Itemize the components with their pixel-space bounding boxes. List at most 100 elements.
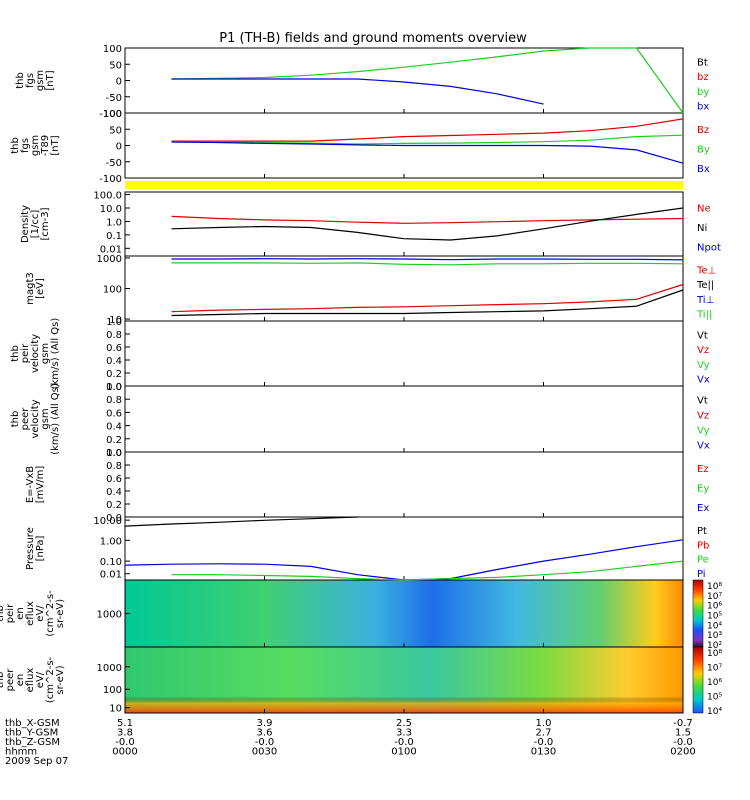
y-tick-label: 0.1	[106, 231, 122, 242]
ylabel-line: eflux	[25, 601, 36, 626]
footer-value: -0.0	[534, 737, 554, 748]
y-tick-label: 10	[109, 704, 122, 715]
y-tick-label: 100	[103, 44, 122, 55]
footer-row-label: thb_X-GSM	[5, 718, 60, 729]
legend-entry: Bt	[697, 57, 708, 68]
footer-row-label: 2009 Sep 07	[5, 756, 68, 767]
ylabel-line: sr-eV)	[55, 599, 66, 628]
footer-value: 2.7	[536, 728, 552, 739]
y-tick-label: 0.0	[106, 382, 122, 393]
series-Bx-line	[171, 141, 684, 164]
data-curves	[124, 47, 684, 581]
ylabel-line: en	[15, 607, 26, 620]
legend-entry: Pi	[697, 569, 706, 580]
footer-value: 0000	[112, 747, 137, 758]
ylabel-line: gsm	[40, 408, 51, 429]
y-tick-label: 1.0	[106, 217, 122, 228]
footer-value: 5.1	[117, 718, 133, 729]
legend-entry: by	[697, 87, 709, 98]
colorbar-tick-label: 10⁷	[707, 664, 722, 674]
ylabel-line: thb	[10, 345, 21, 362]
legend-entry: Ti||	[696, 310, 712, 321]
colorbar-tick-label: 10⁴	[707, 621, 722, 631]
legend-entry: bx	[697, 102, 709, 113]
legend-entry: Pe	[697, 555, 709, 566]
legend-entry: Ne	[697, 204, 711, 215]
legend-entry: Vt	[697, 330, 708, 341]
y-tick-label: 0.8	[106, 461, 122, 472]
ylabel-line: gsm	[40, 343, 51, 364]
y-tick-label: -50	[106, 93, 122, 104]
y-tick-label: 0.4	[106, 356, 122, 367]
ylabel-line: eV/	[35, 605, 46, 622]
colorbar-tick-label: 10⁸	[707, 582, 722, 592]
y-tick-label: -100	[99, 109, 122, 120]
legend-entry: Vz	[697, 411, 709, 422]
ylabel-line: fgs	[25, 73, 36, 88]
legend-entry: Ni	[697, 223, 707, 234]
colorbar-tick-label: 10²	[707, 641, 722, 651]
ylabel-line: thb	[10, 411, 21, 428]
panel-frame	[124, 385, 684, 453]
y-tick-label: 100.0	[93, 191, 122, 202]
ylabel-line: eflux	[25, 668, 36, 693]
footer-value: 1.0	[536, 718, 552, 729]
plot-title: P1 (TH-B) fields and ground moments over…	[219, 31, 527, 46]
ylabel-line: [nT]	[50, 135, 61, 155]
legend-entry: Vy	[697, 360, 710, 371]
y-tick-label: 0.4	[106, 487, 122, 498]
y-tick-label: -50	[106, 158, 122, 169]
ylabel-line: peer	[5, 668, 16, 692]
ylabel-line: (cm^2-s-	[45, 590, 56, 637]
ylabel-line: gsm	[30, 135, 41, 156]
y-tick-label: 50	[109, 60, 122, 71]
legend-entry: bz	[697, 72, 709, 83]
legend-entry: Vy	[697, 426, 710, 437]
footer-value: 3.9	[257, 718, 273, 729]
ylabel-line: (km/s) (All Qs)	[50, 383, 61, 455]
panel-frames	[124, 47, 684, 714]
colorbar-tick-label: 10⁵	[707, 612, 722, 622]
legend-entry: Vz	[697, 345, 709, 356]
y-tick-label: 0.2	[106, 435, 122, 446]
ylabel-line: eV/	[35, 671, 46, 688]
legend-entry: Bx	[697, 164, 710, 175]
ylabel-line: peer	[20, 407, 31, 431]
y-tick-label: 0.01	[100, 244, 122, 255]
legend-entry: Bz	[697, 125, 709, 136]
panel-ylabel: thb peer velocity gsm (km/s) (All Qs)	[10, 383, 61, 455]
ylabel-line: peir	[5, 603, 16, 623]
series-bx-line	[171, 78, 544, 105]
y-tick-label: -100	[99, 174, 122, 185]
y-tick-label: 1000	[97, 663, 122, 674]
legend-entry: Vx	[697, 441, 710, 452]
legend-entry: By	[697, 145, 710, 156]
footer-value: -0.7	[673, 718, 693, 729]
series-Pt-line	[124, 516, 358, 527]
ylabel-line: [cm-3]	[40, 207, 51, 240]
series-Pe-line	[171, 560, 684, 581]
legend-entry: Pb	[697, 540, 709, 551]
footer-row-label: thb_Z-GSM	[5, 737, 60, 748]
ylabel-line: fgs	[20, 138, 31, 153]
y-tick-label: 100	[103, 109, 122, 120]
panel-frame	[124, 451, 684, 518]
panel-ylabel: magt3 [eV]	[25, 272, 46, 305]
series-Ne-line	[171, 215, 684, 224]
ylabel-line: [mV/m]	[35, 466, 46, 504]
ylabel-line: Pressure	[25, 527, 36, 570]
footer-value: 0130	[531, 747, 556, 758]
y-tick-label: 0.8	[106, 330, 122, 341]
ylabel-line: E=-VxB	[25, 466, 36, 503]
ylabel-line: thb	[15, 72, 26, 89]
ylabel-line: gsm	[35, 70, 46, 91]
y-tick-label: 0.01	[100, 570, 122, 581]
ylabel-line: magt3	[25, 272, 36, 305]
ylabel-line: velocity	[30, 399, 41, 438]
y-tick-label: 1000	[97, 610, 122, 621]
footer-value: 0100	[391, 747, 416, 758]
footer-value: 2.5	[396, 718, 412, 729]
